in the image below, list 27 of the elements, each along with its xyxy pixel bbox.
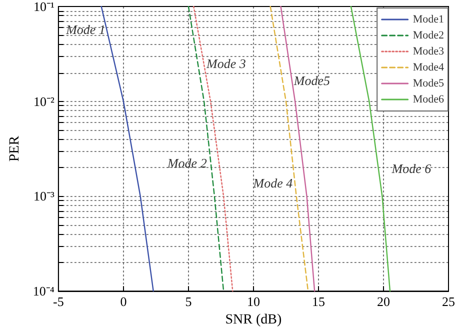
y-axis-title: PER [8,135,22,162]
x-tick-label: 20 [376,294,390,310]
x-tick-label: 10 [246,294,260,310]
annotation: Mode 3 [205,56,246,71]
x-tick-label: 0 [120,294,127,310]
x-tick-label: 15 [312,294,325,310]
line-series [350,6,391,292]
annotation: Mode5 [292,72,331,88]
x-tick-label: 5 [185,294,192,310]
annotation: Mode 4 [252,175,294,190]
legend-label: Mode2 [412,30,444,42]
x-tick-label: -5 [53,294,64,310]
legend-label: Mode1 [412,14,444,26]
legend-label: Mode4 [412,62,444,74]
x-tick-label: 25 [442,294,455,310]
legend-label: Mode5 [412,78,444,90]
line-series [100,6,154,292]
x-axis-title: SNR (dB) [225,312,282,328]
y-tick-label: 10⁻¹ [34,0,55,14]
annotation: Mode 6 [390,161,432,176]
legend-label: Mode3 [412,46,444,58]
y-tick-label: 10⁻² [34,94,55,109]
legend-label: Mode6 [412,94,444,106]
y-tick-label: 10⁻⁴ [32,284,55,299]
y-tick-label: 10⁻³ [34,188,55,204]
annotation: Mode 1 [65,22,106,37]
annotation: Mode 2 [166,156,208,171]
